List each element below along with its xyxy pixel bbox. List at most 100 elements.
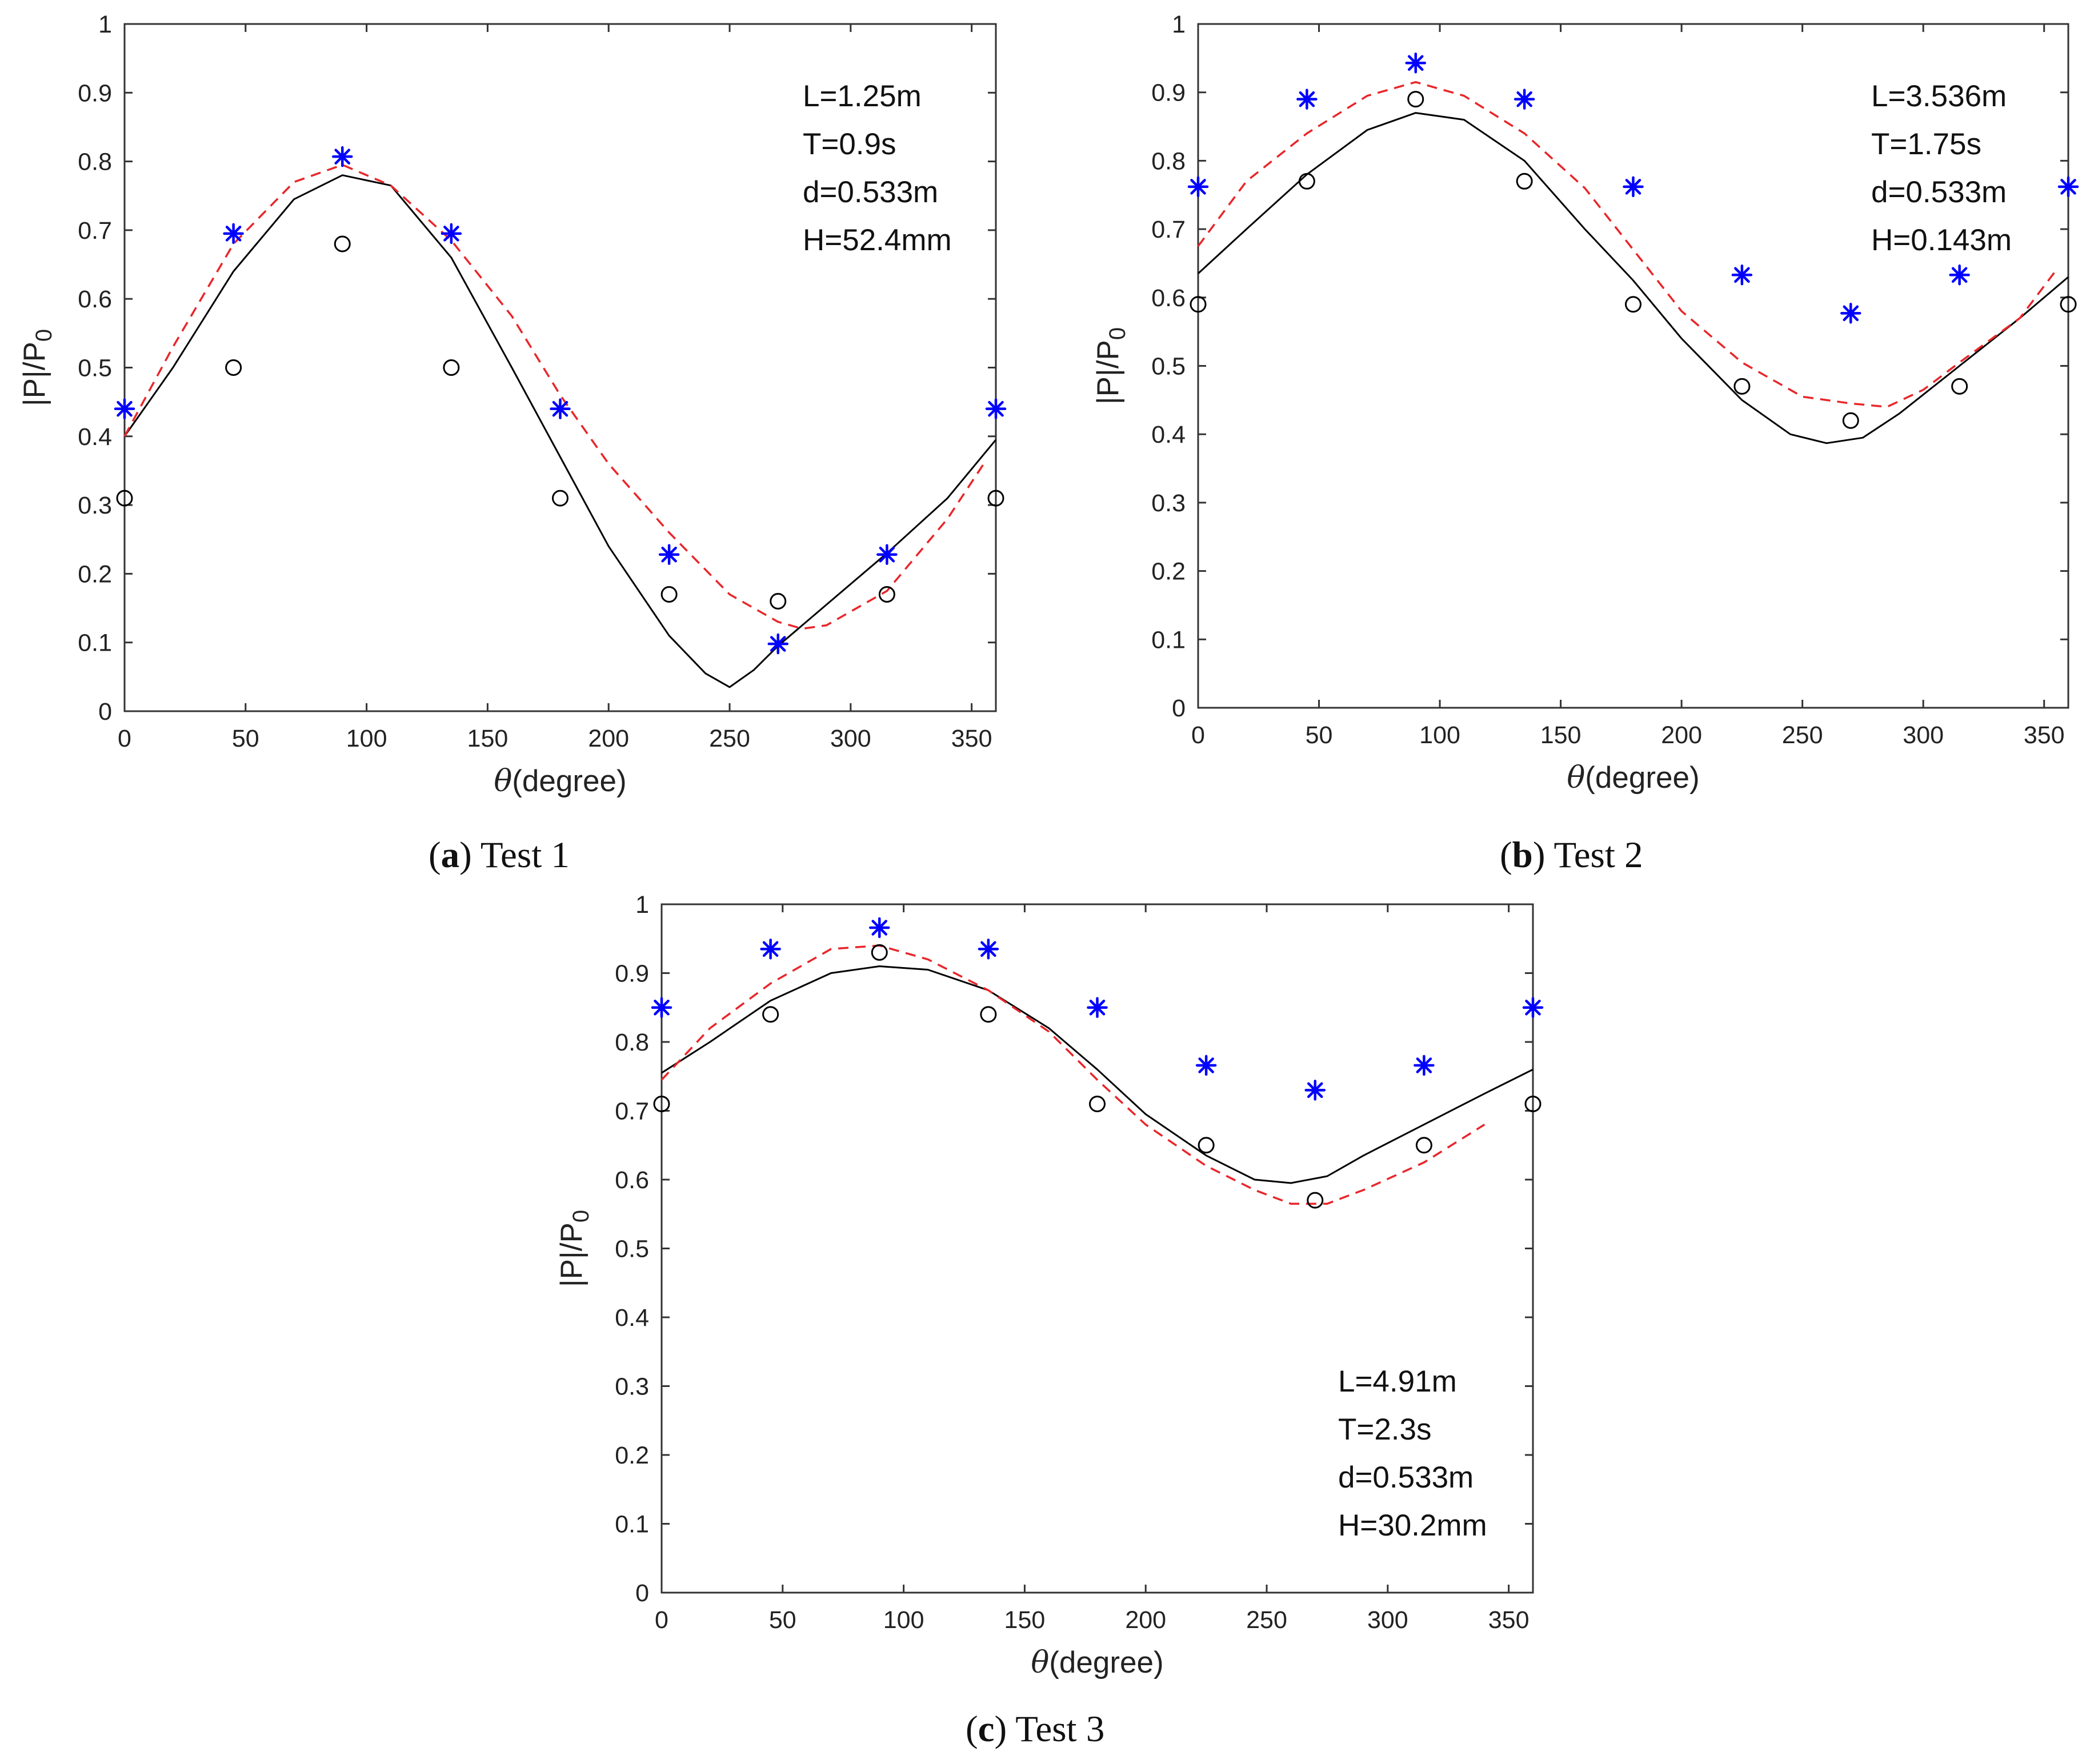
x-tick-label: 200 (1661, 721, 1702, 749)
y-tick-label: 0.9 (615, 960, 649, 988)
data-point-star (1840, 303, 1861, 324)
y-tick-label: 0.6 (78, 286, 112, 313)
series-line-dashed (660, 944, 1486, 1205)
y-tick-label: 0.3 (615, 1373, 649, 1401)
panel-caption: (b) Test 2 (1500, 835, 1643, 876)
y-tick-label: 0.3 (78, 492, 112, 519)
y-tick-label: 0.2 (78, 560, 112, 588)
x-tick-label: 150 (1004, 1606, 1046, 1634)
data-point-circle (980, 1006, 997, 1023)
data-point-star (985, 398, 1007, 419)
x-tick-label: 300 (1367, 1606, 1408, 1634)
data-point-circle (1407, 91, 1424, 108)
y-tick-label: 0.7 (615, 1098, 649, 1125)
annotation-text: L=4.91m (1338, 1365, 1457, 1398)
x-tick-label: 150 (467, 725, 509, 752)
x-tick-label: 100 (346, 725, 387, 752)
y-tick-label: 0.4 (1151, 421, 1186, 448)
data-point-circle (1842, 412, 1859, 429)
data-point-circle (1733, 378, 1751, 395)
x-tick-label: 150 (1540, 721, 1581, 749)
y-tick-label: 0.7 (78, 217, 112, 244)
data-point-circle (1298, 173, 1315, 190)
data-point-star (1405, 52, 1426, 74)
data-point-circle (1089, 1095, 1106, 1112)
annotation-text: L=3.536m (1871, 79, 2007, 113)
data-point-circle (987, 490, 1004, 507)
annotation-text: T=0.9s (803, 127, 896, 161)
x-tick-label: 350 (2024, 721, 2065, 749)
data-point-circle (552, 490, 568, 507)
data-point-circle (1307, 1192, 1324, 1209)
chart-panel-b: 0 0.1 0.2 0.3 0.4 0.5 0.6 0.7 0.8 0.9 1 0 50 100 150 20… (1091, 11, 2079, 876)
data-point-star (1514, 89, 1535, 110)
x-tick-label: 250 (1246, 1606, 1287, 1634)
y-tick-label: 0.6 (1151, 284, 1186, 312)
data-point-circle (1415, 1137, 1432, 1154)
data-point-circle (225, 359, 242, 376)
data-point-star (2057, 176, 2079, 198)
data-point-circle (116, 490, 133, 507)
y-tick-label: 1 (635, 891, 649, 919)
data-point-star (1414, 1055, 1435, 1076)
panel-caption: (a) Test 1 (429, 835, 570, 876)
y-tick-label: 0.1 (78, 630, 112, 657)
data-point-star (332, 146, 353, 167)
data-point-star (223, 223, 244, 244)
data-point-star (876, 544, 898, 565)
data-point-circle (878, 586, 895, 603)
panel-caption: (c) Test 3 (966, 1709, 1104, 1750)
x-tick-label: 300 (1903, 721, 1944, 749)
x-tick-label: 350 (1488, 1606, 1530, 1634)
data-point-star (651, 997, 672, 1018)
series-line-solid (123, 174, 997, 688)
data-point-star (114, 398, 135, 419)
y-tick-label: 0.5 (615, 1236, 649, 1263)
annotation-text: T=2.3s (1338, 1413, 1432, 1446)
annotation-text: H=30.2mm (1338, 1509, 1487, 1542)
data-point-star (1087, 997, 1108, 1018)
y-tick-label: 0.6 (615, 1166, 649, 1194)
data-point-circle (1524, 1095, 1542, 1112)
x-tick-label: 0 (1191, 721, 1205, 749)
x-tick-label: 250 (1782, 721, 1823, 749)
x-tick-label: 250 (709, 725, 750, 752)
data-point-circle (1516, 173, 1533, 190)
annotation-text: H=0.143m (1871, 223, 2012, 257)
y-tick-label: 0.5 (1151, 353, 1186, 380)
data-point-star (869, 917, 890, 939)
y-tick-label: 1 (98, 11, 112, 38)
x-axis-label: θ(degree) (1031, 1645, 1163, 1680)
data-point-circle (1625, 296, 1641, 313)
data-point-circle (770, 593, 787, 610)
annotation-text: d=0.533m (1871, 175, 2007, 209)
data-point-circle (443, 359, 460, 376)
x-tick-label: 350 (951, 725, 992, 752)
y-tick-label: 0.4 (615, 1304, 649, 1332)
series-line-solid (1197, 112, 2069, 444)
annotation-text: T=1.75s (1871, 127, 1981, 161)
x-tick-label: 100 (1419, 721, 1460, 749)
annotation-text: H=52.4mm (803, 223, 952, 257)
chart-panel-a: 0 0.1 0.2 0.3 0.4 0.5 0.6 0.7 0.8 0.9 1 0 50 100 150 20… (18, 11, 1007, 876)
y-tick-label: 0.2 (1151, 558, 1186, 586)
x-tick-label: 50 (769, 1606, 796, 1634)
data-point-circle (762, 1006, 779, 1023)
annotation-text: L=1.25m (803, 79, 922, 113)
y-tick-label: 0.9 (78, 79, 112, 107)
x-axis-label: θ(degree) (1567, 760, 1699, 795)
data-point-star (441, 223, 462, 244)
data-point-star (1522, 997, 1544, 1018)
axes-box (660, 903, 1534, 1594)
y-tick-label: 0.1 (1151, 626, 1186, 654)
data-point-star (1195, 1055, 1217, 1076)
axes-box (1197, 23, 2069, 709)
data-point-star (658, 544, 680, 565)
x-tick-label: 50 (1306, 721, 1333, 749)
data-point-circle (1198, 1137, 1215, 1154)
x-tick-label: 200 (1125, 1606, 1166, 1634)
y-tick-label: 0.3 (1151, 490, 1186, 517)
x-tick-label: 50 (232, 725, 259, 752)
data-point-star (767, 633, 788, 655)
y-tick-label: 0.8 (78, 149, 112, 176)
